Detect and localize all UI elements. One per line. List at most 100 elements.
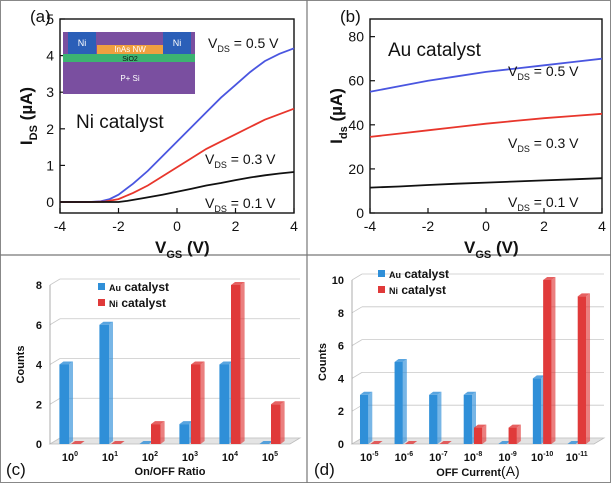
gridline-side <box>351 339 363 346</box>
bar-front <box>394 362 403 444</box>
bar-top <box>404 441 418 444</box>
bar-c-au-5 <box>259 441 273 445</box>
bar-front <box>231 285 241 444</box>
panel-d: 0 2 4 6 8 10 10-5 10-6 10-7 10-8 10-9 10-10 10-11 Au … <box>314 267 606 479</box>
x-tick-label: -2 <box>422 218 435 234</box>
y-tick-label: 4 <box>46 48 54 64</box>
bar-top <box>439 441 452 444</box>
x-tick-label: 102 <box>142 451 158 464</box>
bar-top <box>271 401 285 405</box>
x-tick-label: 104 <box>222 451 238 464</box>
x-tick-label: 10-5 <box>360 451 379 464</box>
x-tick-label: -4 <box>364 218 377 234</box>
panel-label: (d) <box>314 460 335 479</box>
bar-top <box>474 424 487 428</box>
series-label: VDS = 0.1 V <box>508 194 579 213</box>
bar-side <box>280 401 285 444</box>
inset-electrode-right <box>163 32 191 54</box>
y-tick-label: 0 <box>356 205 364 221</box>
bar-side <box>368 391 373 444</box>
bar-front <box>474 427 483 444</box>
legend-swatch <box>98 299 105 306</box>
bar-c-au-2 <box>139 441 153 445</box>
bar-d-au-6 <box>567 441 580 445</box>
bar-side <box>586 293 591 444</box>
bar-side <box>551 277 556 444</box>
panel-label: (b) <box>340 7 361 26</box>
bar-c-ni-2 <box>151 421 165 444</box>
bar-top <box>463 391 476 395</box>
bar-front <box>429 394 438 444</box>
x-tick-label: 105 <box>262 451 278 464</box>
y-tick-label: 8 <box>338 308 344 320</box>
gridline-side <box>49 318 61 326</box>
y-tick-label: 40 <box>348 117 364 133</box>
y-tick-label: 2 <box>46 121 54 137</box>
gridline-side <box>49 358 61 365</box>
bar-side <box>402 359 407 444</box>
x-tick-label: 10-7 <box>429 451 448 464</box>
bar-front <box>191 364 201 444</box>
y-tick-label: 20 <box>348 161 364 177</box>
inset-label-left: Ni <box>78 38 87 48</box>
bar-front <box>219 364 229 444</box>
x-tick-label: 10-10 <box>531 451 553 464</box>
bar-d-ni-1 <box>404 441 418 445</box>
bar-c-ni-5 <box>271 401 285 444</box>
bar-top <box>151 421 165 425</box>
bar-d-au-4 <box>498 441 511 445</box>
bar-top <box>577 293 591 297</box>
y-tick-label: 5 <box>46 11 54 27</box>
bar-top <box>59 361 73 365</box>
bar-d-au-0 <box>359 391 373 444</box>
panel-label: (a) <box>30 7 51 26</box>
series-line-blue <box>60 47 295 203</box>
bar-front <box>532 378 542 444</box>
y-tick-label: 1 <box>46 157 54 173</box>
gridline-side <box>351 372 363 379</box>
bar-top <box>508 424 521 428</box>
panel-c: 0 2 4 6 8 100 101 102 103 104 105 Au catalyst Ni cat… <box>6 278 302 479</box>
inset-label-right: Ni <box>173 38 182 48</box>
inset-electrode-left <box>68 32 96 54</box>
legend-swatch <box>378 270 385 277</box>
y-tick-label: 0 <box>36 439 42 451</box>
x-tick-label: 0 <box>173 218 181 234</box>
bar-c-ni-4 <box>231 282 245 444</box>
legend-swatch <box>98 283 105 290</box>
x-axis-label: OFF Current(A) <box>436 463 519 479</box>
series-label: VDS = 0.1 V <box>205 195 276 214</box>
x-tick-label: 2 <box>540 218 548 234</box>
bar-top <box>111 441 125 444</box>
bar-c-ni-3 <box>191 361 205 444</box>
bar-d-au-1 <box>394 359 407 444</box>
bar-front <box>59 364 69 444</box>
inset-label-oxide: SiO2 <box>122 56 138 63</box>
bar-c-au-1 <box>99 321 113 444</box>
y-axis-label: IDS (µA) <box>17 87 40 145</box>
bar-front <box>151 424 161 444</box>
series-label: VDS = 0.3 V <box>205 151 276 170</box>
bar-front <box>463 394 472 444</box>
panel-annotation: Au catalyst <box>388 40 482 61</box>
inset-label-wire: InAs NW <box>114 45 146 54</box>
series-line-black <box>369 177 603 189</box>
x-tick-label: 101 <box>102 451 118 464</box>
y-tick-label: 6 <box>338 341 344 353</box>
x-axis-label: VGS (V) <box>155 238 210 261</box>
y-tick-label: 3 <box>46 84 54 100</box>
panel-a: -4 -2 0 2 4 0 1 2 3 4 5(a) VGS (V) IDS (µA) Ni cataly… <box>17 7 298 261</box>
gridline-side <box>49 437 61 445</box>
y-tick-label: 2 <box>36 399 42 411</box>
bar-d-ni-6 <box>577 293 591 444</box>
y-tick-label: 6 <box>36 320 42 332</box>
legend-entry: Ni catalyst <box>389 283 446 297</box>
bar-d-ni-3 <box>474 424 487 444</box>
inset-oxide <box>63 54 195 62</box>
bar-side <box>200 361 205 444</box>
bar-front <box>359 394 369 444</box>
bar-side <box>160 421 165 444</box>
legend-entry: Ni catalyst <box>109 296 166 310</box>
x-tick-label: 10-11 <box>566 451 588 464</box>
